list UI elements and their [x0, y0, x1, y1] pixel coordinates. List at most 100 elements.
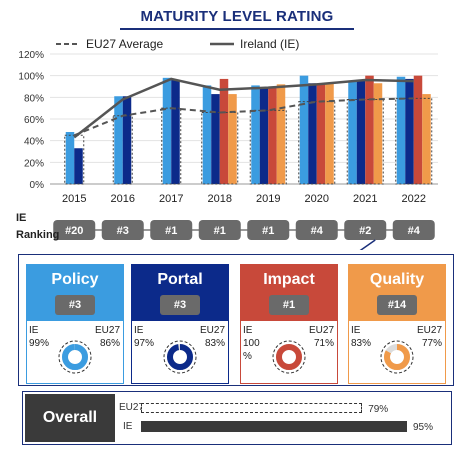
- ireland-line: [73, 77, 414, 139]
- title-underline: [120, 28, 354, 30]
- eu-label: EU27: [416, 325, 442, 336]
- eu-label: EU27: [94, 325, 120, 336]
- ie-unit: %: [243, 351, 252, 362]
- bar-policy: [299, 75, 309, 184]
- ranking-label: IE Ranking: [16, 210, 59, 244]
- donut-ie-arc: [276, 344, 302, 370]
- ranking-badge: [392, 220, 435, 240]
- donut-chart: [380, 340, 414, 374]
- bar-chart: 0% 20% 40% 60% 80% 100% 120% EU27 Average Irelan…: [18, 37, 438, 250]
- eu-label: EU27: [199, 325, 225, 336]
- ranking-value: #2: [359, 225, 371, 237]
- y-tick-label: 20%: [24, 158, 44, 169]
- ie-block: IE 100%: [243, 324, 260, 363]
- bar-policy: [348, 81, 357, 184]
- x-tick-label: 2022: [402, 193, 426, 205]
- bar-impact: [219, 78, 229, 184]
- overall-eu-bar: [141, 403, 363, 413]
- x-tick-label: 2018: [208, 193, 232, 205]
- card-body: IE 100% EU27 71%: [241, 321, 337, 381]
- x-tick-label: 2016: [111, 193, 135, 205]
- donut-chart: [272, 340, 306, 374]
- bar-policy: [202, 85, 212, 184]
- ranking-badge: [53, 220, 96, 240]
- ranking-label-ie: IE: [16, 212, 27, 224]
- bar-quality: [422, 94, 431, 184]
- card-title: Policy: [51, 271, 99, 288]
- bar-quality: [228, 94, 237, 184]
- x-tick-label: 2021: [353, 193, 377, 205]
- donut-eu-ring: [58, 340, 92, 374]
- ie-value: 100: [243, 338, 260, 349]
- bar-policy: [251, 85, 260, 184]
- eu-label: EU27: [308, 325, 334, 336]
- ie-value: 83%: [351, 338, 372, 349]
- ranking-badge: [150, 220, 193, 240]
- card-policy: Policy #3 IE 99% EU27 86%: [26, 264, 124, 384]
- ie-value: 99%: [29, 338, 50, 349]
- bar-policy: [396, 76, 406, 184]
- y-tick-label: 120%: [18, 50, 44, 61]
- ranking-badge: [247, 220, 290, 240]
- x-tick-label: 2017: [159, 193, 183, 205]
- ranking-badge: [295, 220, 338, 240]
- eu-block: EU27 77%: [417, 324, 442, 350]
- overall-ie-label: IE: [123, 421, 133, 432]
- card-header: Impact #1: [241, 265, 337, 321]
- ranking-value: #4: [311, 225, 324, 237]
- ie-label: IE: [134, 325, 144, 336]
- overall-eu-label: EU27: [119, 402, 145, 413]
- bar-portal: [356, 80, 366, 184]
- card-impact: Impact #1 IE 100% EU27 71%: [240, 264, 338, 384]
- ie-block: IE 83%: [351, 324, 371, 350]
- rank-badge: #1: [269, 295, 309, 315]
- bar-portal: [211, 94, 220, 184]
- ranking-label-text: Ranking: [16, 229, 60, 241]
- card-body: IE 99% EU27 86%: [27, 321, 123, 381]
- card-header: Portal #3: [132, 265, 228, 321]
- ranking-pointer: [359, 239, 376, 250]
- y-tick-label: 60%: [24, 115, 44, 126]
- ranking-value: #1: [262, 225, 274, 237]
- card-body: IE 83% EU27 77%: [349, 321, 445, 381]
- ranking-value: #20: [65, 225, 83, 237]
- bar-impact: [316, 83, 326, 184]
- y-tick-label: 0%: [30, 180, 45, 191]
- eu-value: 77%: [421, 338, 442, 349]
- eu-block: EU27 86%: [95, 324, 120, 350]
- ranking-badge: [101, 220, 144, 240]
- ranking-value: #4: [408, 225, 421, 237]
- x-tick-label: 2015: [62, 193, 86, 205]
- bar-impact: [365, 75, 374, 184]
- y-tick-label: 100%: [18, 72, 44, 83]
- donut-ie-arc: [62, 344, 88, 370]
- donut-eu-ring: [272, 340, 306, 374]
- chart-title: MATURITY LEVEL RATING: [140, 8, 334, 25]
- bar-portal: [171, 80, 180, 184]
- overall-ie-value: 95%: [413, 422, 434, 433]
- ie-label: IE: [29, 325, 39, 336]
- rank-badge: #14: [377, 295, 417, 315]
- eu-block: EU27 83%: [200, 324, 225, 350]
- eu27-average-line: [73, 97, 414, 137]
- bar-impact: [268, 86, 277, 184]
- legend-eu-label: EU27 Average: [86, 37, 163, 51]
- card-header: Quality #14: [349, 265, 445, 321]
- bar-quality: [325, 83, 334, 184]
- donut-chart: [163, 340, 197, 374]
- bar-portal: [259, 87, 269, 184]
- bar-quality: [373, 83, 383, 184]
- bar-portal: [405, 78, 414, 184]
- card-quality: Quality #14 IE 83% EU27 77%: [348, 264, 446, 384]
- ie-value: 97%: [134, 338, 155, 349]
- bar-impact: [413, 75, 423, 184]
- ranking-badge: [198, 220, 241, 240]
- rank-badge: #3: [55, 295, 95, 315]
- ie-block: IE 97%: [134, 324, 154, 350]
- eu-marker-box: [298, 101, 336, 185]
- eu-value: 83%: [204, 338, 225, 349]
- ranking-value: #3: [117, 225, 129, 237]
- eu-marker-box: [346, 99, 384, 185]
- rank-badge: #3: [160, 295, 200, 315]
- x-tick-label: 2019: [256, 193, 280, 205]
